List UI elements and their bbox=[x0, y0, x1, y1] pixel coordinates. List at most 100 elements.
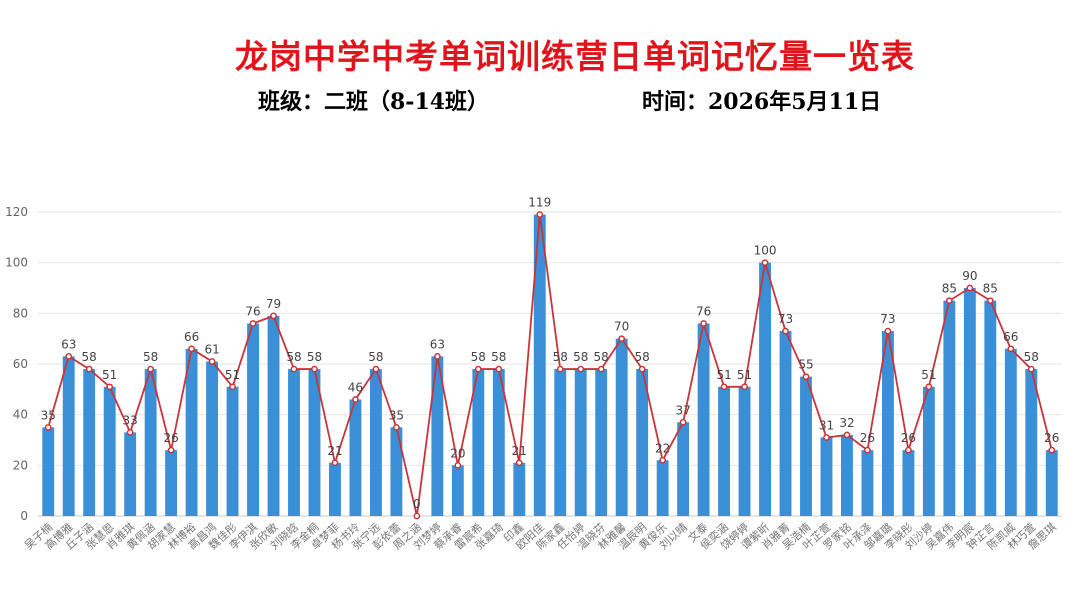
line-point bbox=[393, 423, 400, 431]
line-point bbox=[474, 365, 482, 373]
bar bbox=[349, 399, 362, 516]
bar bbox=[820, 437, 833, 516]
line-point bbox=[1048, 446, 1056, 454]
line-point bbox=[270, 312, 277, 320]
bar bbox=[369, 369, 382, 516]
line-point bbox=[515, 459, 523, 467]
data-label: 26 bbox=[163, 431, 178, 445]
data-label: 26 bbox=[1044, 431, 1059, 445]
line-point bbox=[659, 456, 666, 464]
bar bbox=[963, 288, 976, 516]
bar bbox=[554, 369, 567, 516]
line-point bbox=[167, 446, 175, 454]
line-point bbox=[434, 353, 441, 360]
data-label: 33 bbox=[123, 413, 138, 427]
bar bbox=[83, 369, 96, 516]
data-label: 63 bbox=[430, 337, 445, 351]
data-label: 51 bbox=[102, 368, 117, 382]
line-point bbox=[679, 418, 687, 426]
data-label: 85 bbox=[983, 282, 998, 296]
data-label: 66 bbox=[184, 330, 199, 344]
line-point bbox=[823, 434, 830, 441]
bar bbox=[595, 369, 608, 516]
line-point bbox=[331, 459, 339, 467]
bar bbox=[206, 361, 219, 516]
y-tick-label: 100 bbox=[5, 256, 28, 270]
data-label: 58 bbox=[307, 350, 322, 364]
data-label: 61 bbox=[204, 342, 219, 356]
data-label: 58 bbox=[491, 350, 506, 364]
line-point bbox=[44, 423, 52, 431]
bar bbox=[226, 386, 239, 516]
line-point bbox=[290, 365, 298, 373]
line-point bbox=[925, 383, 933, 391]
line-point bbox=[126, 429, 134, 436]
bar bbox=[779, 331, 792, 516]
data-label: 66 bbox=[1003, 330, 1018, 344]
data-label: 76 bbox=[696, 304, 711, 318]
line-point bbox=[413, 512, 421, 520]
line-point bbox=[638, 365, 646, 373]
data-label: 58 bbox=[368, 350, 383, 364]
data-label: 58 bbox=[553, 350, 568, 364]
bar bbox=[42, 427, 55, 516]
bar bbox=[62, 356, 75, 516]
data-label: 51 bbox=[716, 368, 731, 382]
bar bbox=[881, 331, 894, 516]
category-labels: 吴子楠高博雅丘子涵张慧恩肖雅琪黄佩涵胡家慧林博裕高昌鸿魏佳彤李伊淇张欣敏刘晓晗李… bbox=[21, 520, 1058, 552]
line-point bbox=[1027, 365, 1035, 373]
bar bbox=[185, 348, 198, 516]
line-point bbox=[802, 373, 810, 381]
line-point bbox=[208, 358, 216, 365]
data-label: 85 bbox=[942, 282, 957, 296]
bar bbox=[902, 450, 915, 516]
data-label: 58 bbox=[635, 350, 650, 364]
bar bbox=[718, 386, 731, 516]
line-point bbox=[249, 320, 257, 327]
y-tick-label: 60 bbox=[13, 357, 28, 371]
bar bbox=[636, 369, 649, 516]
line-point bbox=[720, 383, 728, 391]
bar bbox=[492, 369, 505, 516]
line-point bbox=[1007, 345, 1015, 353]
bar bbox=[390, 427, 403, 516]
y-axis-ticks: 0 20 40 60 80 100 120 bbox=[5, 205, 28, 523]
line-point bbox=[966, 284, 974, 292]
data-label: 21 bbox=[512, 444, 527, 458]
line-point bbox=[700, 320, 707, 327]
bar bbox=[288, 369, 300, 516]
bar bbox=[922, 386, 935, 516]
line-point bbox=[454, 461, 462, 469]
line-point bbox=[352, 396, 359, 403]
data-label: 58 bbox=[82, 350, 97, 364]
data-label: 22 bbox=[655, 441, 670, 455]
data-label: 26 bbox=[901, 431, 916, 445]
line-point bbox=[986, 297, 994, 305]
line-point bbox=[597, 365, 605, 373]
data-label: 55 bbox=[798, 358, 813, 372]
bar bbox=[103, 386, 116, 516]
class-info: 班级：二班（8-14班） bbox=[258, 89, 490, 115]
bar bbox=[267, 315, 280, 516]
bar bbox=[677, 422, 690, 516]
data-labels: 35 63 58 51 33 58 26 66 61 51 76 79 58 58 21 46 58 35 0 63 2… bbox=[41, 196, 1060, 511]
bar bbox=[308, 369, 321, 516]
data-label: 90 bbox=[962, 269, 977, 283]
line-point bbox=[311, 365, 318, 373]
page-title: 龙岗中学中考单词训练营日单词记忆量一览表 bbox=[235, 37, 915, 76]
data-label: 58 bbox=[594, 350, 609, 364]
y-tick-label: 120 bbox=[5, 205, 28, 219]
data-label: 46 bbox=[348, 380, 363, 394]
bar-series bbox=[42, 214, 1058, 517]
data-label: 79 bbox=[266, 297, 281, 311]
line-point bbox=[741, 383, 748, 391]
data-label: 35 bbox=[389, 408, 404, 422]
bar bbox=[329, 462, 341, 516]
data-label: 76 bbox=[245, 304, 260, 318]
data-label: 70 bbox=[614, 320, 629, 334]
line-point bbox=[782, 327, 789, 335]
data-label: 51 bbox=[225, 368, 240, 382]
date-info: 时间：2026年5月11日 bbox=[642, 89, 882, 115]
data-label: 35 bbox=[41, 408, 56, 422]
line-point bbox=[106, 383, 114, 391]
